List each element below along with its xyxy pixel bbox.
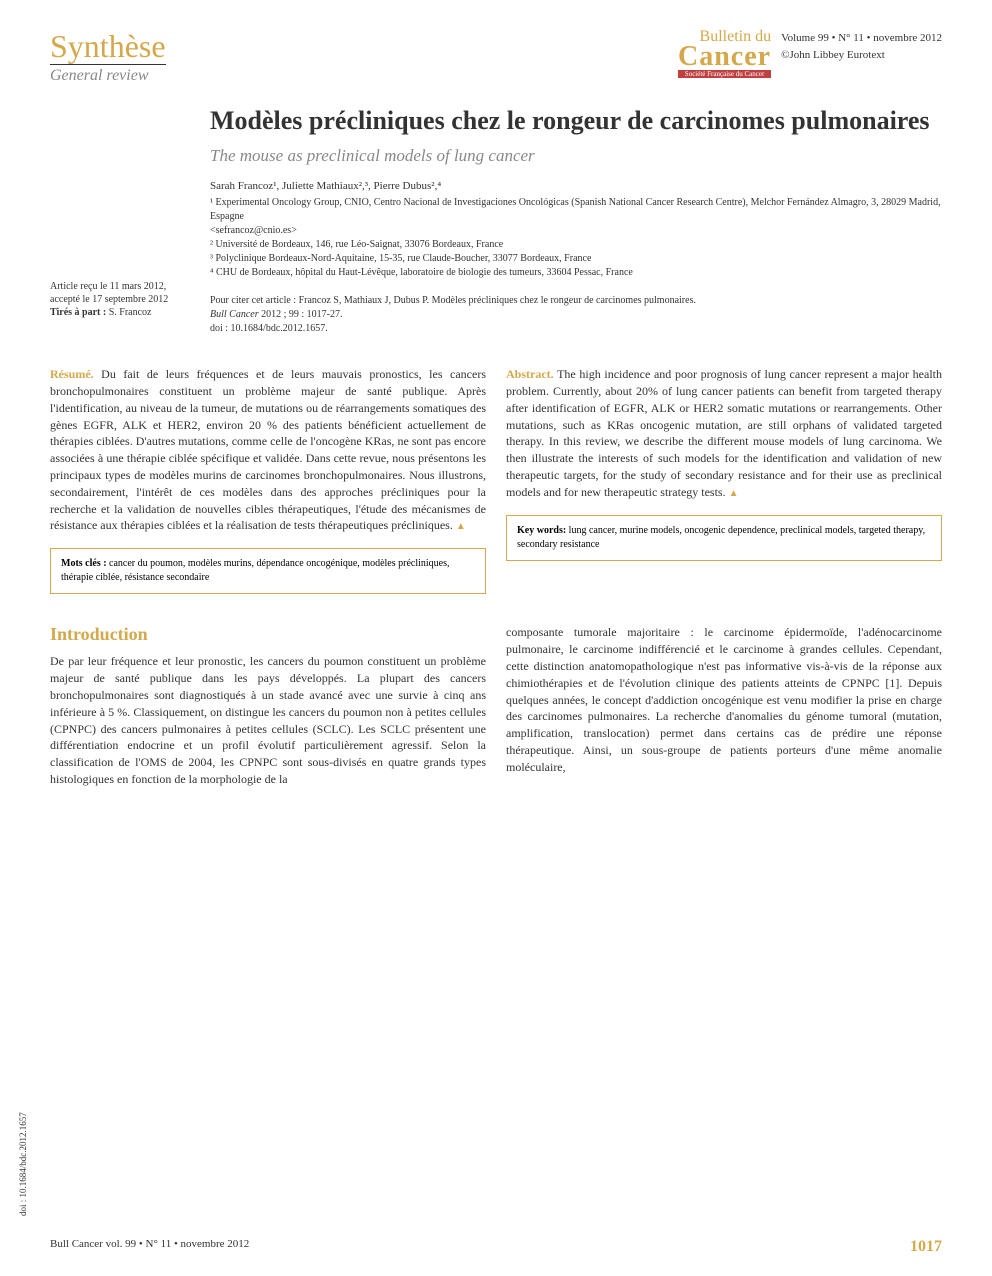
affiliation-3: ³ Polyclinique Bordeaux-Nord-Aquitaine, … bbox=[210, 252, 942, 266]
intro-col-left: Introduction De par leur fréquence et le… bbox=[50, 624, 486, 787]
keywords-fr-label: Mots clés : bbox=[61, 558, 107, 569]
citation-intro: Pour citer cet article : Francoz S, Math… bbox=[210, 295, 696, 306]
abstract-en-label: Abstract. bbox=[506, 367, 554, 381]
reprints: Tirés à part : S. Francoz bbox=[50, 306, 200, 319]
article-subtitle: The mouse as preclinical models of lung … bbox=[210, 146, 942, 166]
header-right: Bulletin du Cancer Société Française du … bbox=[678, 30, 942, 78]
abstract-en-text: The high incidence and poor prognosis of… bbox=[506, 367, 942, 499]
page-number: 1017 bbox=[910, 1238, 942, 1256]
abstract-english-col: Abstract. The high incidence and poor pr… bbox=[506, 366, 942, 594]
intro-text-col2: composante tumorale majoritaire : le car… bbox=[506, 624, 942, 775]
triangle-icon: ▲ bbox=[729, 488, 739, 499]
journal-logo: Bulletin du Cancer Société Française du … bbox=[678, 30, 771, 78]
keywords-en-label: Key words: bbox=[517, 525, 566, 536]
keywords-fr-text: cancer du poumon, modèles murins, dépend… bbox=[61, 558, 450, 583]
journal-logo-main: Cancer bbox=[678, 41, 771, 72]
abstract-fr-label: Résumé. bbox=[50, 367, 94, 381]
citation-block: Pour citer cet article : Francoz S, Math… bbox=[210, 294, 942, 336]
doi-sidebar: doi : 10.1684/bdc.2012.1657 bbox=[18, 1112, 28, 1216]
article-title: Modèles précliniques chez le rongeur de … bbox=[210, 105, 942, 136]
affiliation-email: <sefrancoz@cnio.es> bbox=[210, 224, 942, 238]
abstract-english: Abstract. The high incidence and poor pr… bbox=[506, 366, 942, 501]
journal-info: Volume 99 • N° 11 • novembre 2012 ©John … bbox=[781, 30, 942, 63]
keywords-en-text: lung cancer, murine models, oncogenic de… bbox=[517, 525, 925, 550]
authors: Sarah Francoz¹, Juliette Mathiaux²,³, Pi… bbox=[210, 180, 942, 192]
journal-publisher: ©John Libbey Eurotext bbox=[781, 47, 942, 64]
abstract-french: Résumé. Du fait de leurs fréquences et d… bbox=[50, 366, 486, 534]
footer-journal-info: Bull Cancer vol. 99 • N° 11 • novembre 2… bbox=[50, 1238, 249, 1256]
reprints-value: S. Francoz bbox=[106, 307, 151, 318]
intro-text-col1: De par leur fréquence et leur pronostic,… bbox=[50, 653, 486, 787]
received-date: Article reçu le 11 mars 2012, bbox=[50, 280, 200, 293]
header-left: Synthèse General review bbox=[50, 30, 166, 85]
intro-heading: Introduction bbox=[50, 624, 486, 645]
section-subtitle: General review bbox=[50, 67, 166, 85]
keywords-english-box: Key words: lung cancer, murine models, o… bbox=[506, 515, 942, 561]
affiliation-1: ¹ Experimental Oncology Group, CNIO, Cen… bbox=[210, 196, 942, 224]
page-header: Synthèse General review Bulletin du Canc… bbox=[50, 30, 942, 85]
abstract-french-col: Résumé. Du fait de leurs fréquences et d… bbox=[50, 366, 486, 594]
reprints-label: Tirés à part : bbox=[50, 307, 106, 318]
main-content: Modèles précliniques chez le rongeur de … bbox=[210, 105, 942, 788]
page-footer: Bull Cancer vol. 99 • N° 11 • novembre 2… bbox=[50, 1238, 942, 1256]
journal-logo-sub: Société Française du Cancer bbox=[678, 70, 771, 78]
introduction-section: Introduction De par leur fréquence et le… bbox=[50, 624, 942, 787]
section-title: Synthèse bbox=[50, 30, 166, 65]
citation-details: 2012 ; 99 : 1017-27. bbox=[259, 309, 343, 320]
keywords-french-box: Mots clés : cancer du poumon, modèles mu… bbox=[50, 548, 486, 594]
affiliations: ¹ Experimental Oncology Group, CNIO, Cen… bbox=[210, 196, 942, 280]
abstract-container: Résumé. Du fait de leurs fréquences et d… bbox=[50, 366, 942, 594]
accepted-date: accepté le 17 septembre 2012 bbox=[50, 293, 200, 306]
triangle-icon: ▲ bbox=[456, 521, 466, 532]
citation-journal: Bull Cancer bbox=[210, 309, 259, 320]
abstract-fr-text: Du fait de leurs fréquences et de leurs … bbox=[50, 367, 486, 532]
side-meta: Article reçu le 11 mars 2012, accepté le… bbox=[50, 280, 200, 319]
affiliation-4: ⁴ CHU de Bordeaux, hôpital du Haut-Lévêq… bbox=[210, 266, 942, 280]
journal-volume: Volume 99 • N° 11 • novembre 2012 bbox=[781, 30, 942, 47]
intro-col-right: composante tumorale majoritaire : le car… bbox=[506, 624, 942, 787]
affiliation-2: ² Université de Bordeaux, 146, rue Léo-S… bbox=[210, 238, 942, 252]
citation-doi: doi : 10.1684/bdc.2012.1657. bbox=[210, 323, 328, 334]
